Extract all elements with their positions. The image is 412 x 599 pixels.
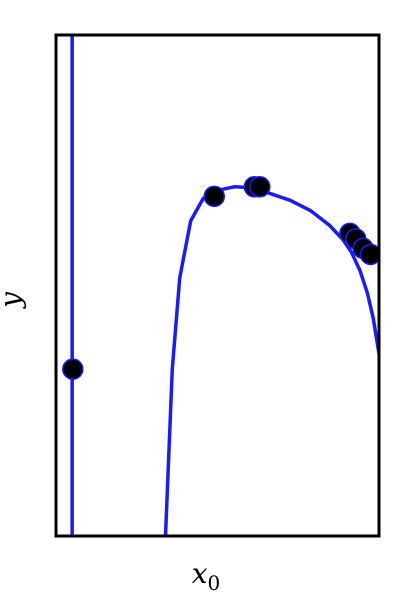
- plot-frame: [54, 33, 381, 538]
- series-lines: [70, 35, 379, 536]
- y-axis-label: y: [0, 291, 27, 310]
- data-point-1: [62, 358, 84, 380]
- x-axis-label: x0: [192, 557, 221, 595]
- x-axis-label-base: x: [192, 557, 208, 590]
- data-point-8: [359, 243, 379, 266]
- series-line-2: [163, 185, 379, 536]
- data-points: [62, 176, 379, 380]
- data-point-2: [203, 185, 226, 208]
- data-point-4: [249, 176, 271, 198]
- x-axis-label-subscript: 0: [208, 571, 221, 595]
